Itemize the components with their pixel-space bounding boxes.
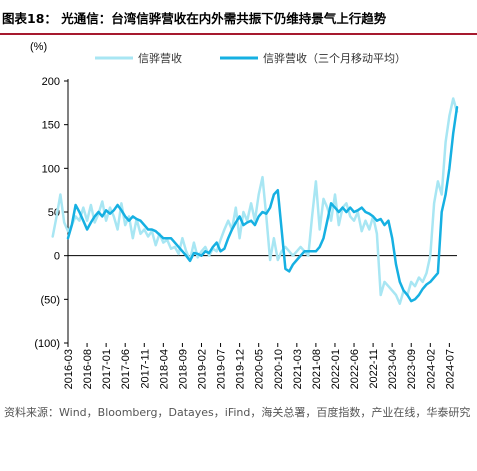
y-tick-label: 150 <box>42 120 60 132</box>
legend: 信骅营收 信骅营收（三个月移动平均） <box>95 51 406 65</box>
legend-label-series-2: 信骅营收（三个月移动平均） <box>263 51 406 65</box>
x-tick-label: 2018-09 <box>177 349 189 389</box>
series-line-2 <box>66 105 459 303</box>
x-tick-label: 2022-11 <box>368 349 380 389</box>
x-tick-label: 2021-08 <box>311 349 323 389</box>
x-tick-label: 2022-01 <box>330 349 342 389</box>
x-tick-label: 2019-02 <box>196 349 208 389</box>
x-axis: 2016-03 2016-08 2017-01 2017-06 2017-11 2018-… <box>63 255 457 389</box>
line-chart: (%) 信骅营收 信骅营收（三个月移动平均） (100)(50)05010015… <box>30 41 459 389</box>
x-tick-label: 2024-07 <box>444 349 456 389</box>
source-note: 资料来源：Wind，Bloomberg，Datayes，iFind，海关总署，百… <box>4 406 471 419</box>
x-tick-label: 2023-09 <box>406 349 418 389</box>
title-text: 光通信：台湾信骅营收在内外需共振下仍维持景气上行趋势 <box>61 11 387 26</box>
x-tick-label: 2024-02 <box>425 349 437 389</box>
x-tick-label: 2022-06 <box>349 349 361 389</box>
y-tick-label: 100 <box>42 163 60 175</box>
x-tick-label: 2017-11 <box>139 349 151 389</box>
y-tick-label: 0 <box>54 251 60 263</box>
series-layer <box>51 97 459 305</box>
y-axis-label: (%) <box>30 41 47 53</box>
x-tick-label: 2020-10 <box>273 349 285 389</box>
x-tick-label: 2019-12 <box>235 349 247 389</box>
x-tick-label: 2017-01 <box>101 349 113 389</box>
x-tick-label: 2017-06 <box>120 349 132 389</box>
figure-title: 图表18： 光通信：台湾信骅营收在内外需共振下仍维持景气上行趋势 <box>2 8 475 32</box>
x-tick-label: 2019-07 <box>216 349 228 389</box>
x-tick-label: 2016-08 <box>82 349 94 389</box>
x-tick-label: 2021-03 <box>292 349 304 389</box>
y-tick-label: (100) <box>34 338 60 350</box>
series-line-1 <box>51 97 459 305</box>
x-tick-label: 2020-05 <box>254 349 266 389</box>
y-tick-label: (50) <box>40 294 60 306</box>
y-tick-label: 200 <box>42 76 60 88</box>
figure-label: 图表18： <box>2 11 57 26</box>
title-rule <box>0 33 477 35</box>
x-tick-label: 2023-04 <box>387 349 399 389</box>
x-tick-label: 2018-04 <box>158 349 170 389</box>
legend-label-series-1: 信骅营收 <box>138 51 182 65</box>
x-tick-label: 2016-03 <box>63 349 75 389</box>
